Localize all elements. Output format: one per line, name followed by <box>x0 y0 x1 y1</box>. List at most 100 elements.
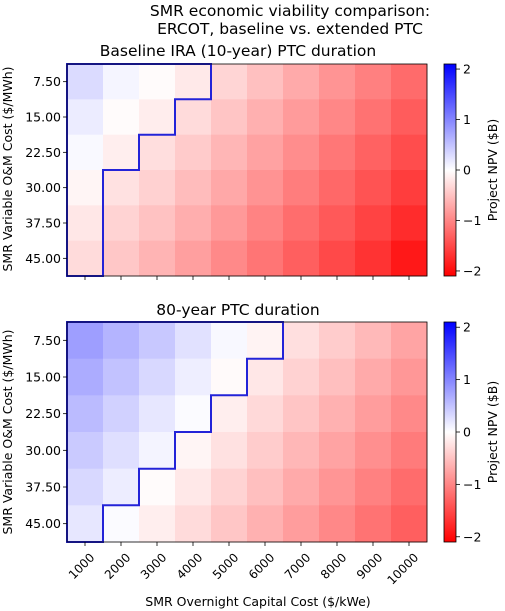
heatmap-cell-r0-c0 <box>67 322 104 360</box>
heatmap-cell-r1-c5 <box>247 358 284 396</box>
heatmap-cell-r1-c0 <box>67 358 104 396</box>
heatmap-cell-r1-c4 <box>211 99 248 136</box>
heatmap-cell-r0-c4 <box>211 322 248 360</box>
heatmap-cell-r1-c6 <box>283 99 320 136</box>
heatmap-cell-r5-c4 <box>211 505 248 543</box>
heatmap-cell-r3-c6 <box>283 170 320 206</box>
heatmap-cell-r3-c2 <box>139 432 176 470</box>
heatmap-cell-r2-c7 <box>319 395 356 433</box>
y-tick-label: 22.50 <box>25 145 61 160</box>
heatmap-cell-r3-c1 <box>103 170 140 206</box>
heatmap-cell-r2-c0 <box>67 395 104 433</box>
heatmap-cell-r5-c9 <box>391 505 428 543</box>
heatmap-cell-r4-c8 <box>355 205 392 242</box>
heatmap-cell-r4-c7 <box>319 468 356 506</box>
heatmap-cell-r0-c1 <box>103 322 140 360</box>
heatmap-cell-r3-c4 <box>211 170 248 206</box>
heatmap-cell-r3-c0 <box>67 170 104 206</box>
heatmap-cell-r4-c4 <box>211 205 248 242</box>
heatmap-cell-r5-c7 <box>319 505 356 543</box>
x-tick-label: 1000 <box>66 550 97 581</box>
figure-title-line-2: ERCOT, baseline vs. extended PTC <box>157 20 423 38</box>
heatmap-cell-r5-c0 <box>67 240 104 277</box>
heatmap-cell-r1-c3 <box>175 358 212 396</box>
heatmap-cell-r0-c9 <box>391 322 428 360</box>
x-tick-label: 6000 <box>246 550 277 581</box>
colorbar-tick-label: −2 <box>463 529 481 544</box>
heatmap-cell-r0-c6 <box>283 322 320 360</box>
heatmap-cell-r4-c8 <box>355 468 392 506</box>
heatmap-cell-r1-c1 <box>103 358 140 396</box>
heatmap-cell-r5-c9 <box>391 240 428 277</box>
y-tick-label: 30.00 <box>25 443 61 458</box>
heatmap-cell-r4-c4 <box>211 468 248 506</box>
heatmap-cell-r5-c8 <box>355 505 392 543</box>
heatmap-cell-r0-c9 <box>391 64 428 100</box>
heatmap-cell-r5-c1 <box>103 505 140 543</box>
extended-viability-boundary <box>66 321 284 543</box>
heatmap-cell-r0-c8 <box>355 322 392 360</box>
y-tick-label: 7.50 <box>33 333 61 348</box>
heatmap-cell-r3-c2 <box>139 170 176 206</box>
colorbar-tick-label: 2 <box>463 62 471 77</box>
heatmap-cell-r1-c0 <box>67 99 104 136</box>
heatmap-cell-r4-c1 <box>103 468 140 506</box>
heatmap-cell-r1-c5 <box>247 99 284 136</box>
heatmap-cell-r2-c4 <box>211 134 248 171</box>
baseline-ptc-panel: Baseline IRA (10-year) PTC duration 7.50… <box>0 42 500 280</box>
heatmap-cell-r1-c7 <box>319 99 356 136</box>
heatmap-cell-r2-c9 <box>391 134 428 171</box>
heatmap-cell-r3-c9 <box>391 170 428 206</box>
heatmap-cell-r1-c2 <box>139 99 176 136</box>
heatmap-cell-r2-c7 <box>319 134 356 171</box>
heatmap-cell-r0-c0 <box>67 64 104 100</box>
heatmap-cell-r0-c4 <box>211 64 248 100</box>
x-tick-label: 7000 <box>282 550 313 581</box>
heatmap-cell-r5-c1 <box>103 240 140 277</box>
y-tick-label: 22.50 <box>25 406 61 421</box>
heatmap-cell-r0-c5 <box>247 322 284 360</box>
heatmap-cell-r1-c3 <box>175 99 212 136</box>
extended-colorbar-label: Project NPV ($B) <box>485 381 500 483</box>
heatmap-cell-r3-c5 <box>247 170 284 206</box>
heatmap-cell-r0-c7 <box>319 322 356 360</box>
heatmap-cell-r2-c6 <box>283 395 320 433</box>
heatmap-cell-r5-c6 <box>283 240 320 277</box>
heatmap-cell-r4-c7 <box>319 205 356 242</box>
figure-title-line-1: SMR economic viability comparison: <box>150 2 430 20</box>
heatmap-cell-r4-c2 <box>139 468 176 506</box>
heatmap-cell-r5-c0 <box>67 505 104 543</box>
heatmap-cell-r5-c5 <box>247 240 284 277</box>
baseline-colorbar-label: Project NPV ($B) <box>485 119 500 221</box>
baseline-colorbar-ticks: 2 1 0 −1 −2 <box>456 62 481 278</box>
heatmap-cell-r0-c3 <box>175 64 212 100</box>
x-tick-label: 5000 <box>210 550 241 581</box>
colorbar-tick-label: 2 <box>463 320 471 335</box>
x-tick-label: 10000 <box>384 550 421 587</box>
baseline-plot-frame <box>66 63 428 277</box>
extended-panel-title: 80-year PTC duration <box>156 301 319 319</box>
extended-colorbar: 2 1 0 −1 −2 Project NPV ($B) <box>443 320 500 544</box>
heatmap-cell-r2-c5 <box>247 134 284 171</box>
y-tick-label: 30.00 <box>25 180 61 195</box>
heatmap-cell-r5-c4 <box>211 240 248 277</box>
heatmap-cell-r2-c4 <box>211 395 248 433</box>
baseline-x-axis <box>84 276 410 280</box>
heatmap-cell-r2-c5 <box>247 395 284 433</box>
heatmap-cell-r4-c1 <box>103 205 140 242</box>
colorbar-tick-label: −1 <box>463 213 481 228</box>
heatmap-cell-r4-c9 <box>391 205 428 242</box>
heatmap-cell-r3-c0 <box>67 432 104 470</box>
heatmap-cell-r5-c6 <box>283 505 320 543</box>
colorbar-tick-label: 0 <box>463 425 471 440</box>
heatmap-cell-r1-c8 <box>355 99 392 136</box>
heatmap-cell-r0-c2 <box>139 322 176 360</box>
heatmap-cell-r5-c3 <box>175 505 212 543</box>
x-tick-label: 8000 <box>318 550 349 581</box>
heatmap-cell-r2-c1 <box>103 134 140 171</box>
heatmap-cell-r2-c9 <box>391 395 428 433</box>
heatmap-cell-r0-c8 <box>355 64 392 100</box>
heatmap-cell-r1-c8 <box>355 358 392 396</box>
extended-colorbar-gradient <box>443 321 457 543</box>
